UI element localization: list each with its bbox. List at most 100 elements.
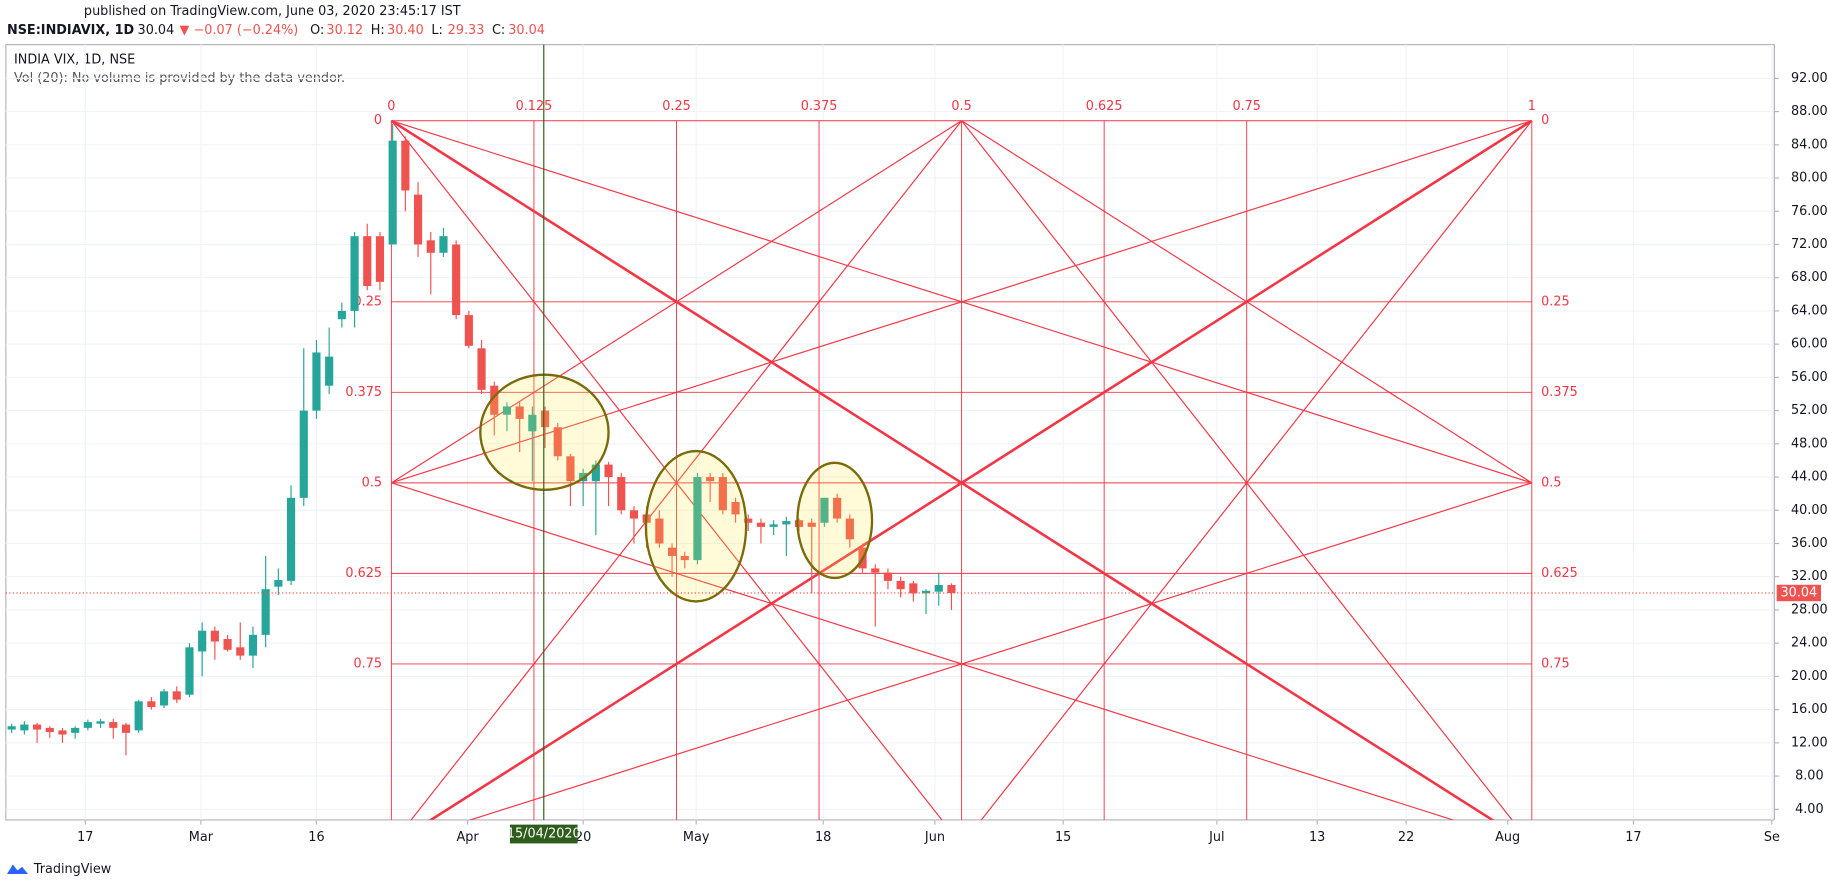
gann-x-label: 0.5 bbox=[951, 99, 971, 114]
gann-line bbox=[961, 120, 1533, 484]
candle-body bbox=[934, 585, 943, 592]
candle-body bbox=[883, 572, 893, 581]
x-tick-label: Jul bbox=[1208, 830, 1224, 845]
ohlc-value: 30.40 bbox=[387, 23, 424, 38]
candle-body bbox=[439, 236, 448, 253]
candle-body bbox=[845, 518, 854, 540]
candle-body bbox=[236, 647, 245, 656]
candle-body bbox=[464, 315, 473, 346]
candle-body bbox=[83, 722, 92, 728]
candle-body bbox=[693, 477, 702, 561]
candle-body bbox=[71, 727, 80, 733]
candle-body bbox=[896, 580, 905, 590]
x-tick-label: Se bbox=[1764, 830, 1780, 845]
gann-y-label: 0.75 bbox=[354, 656, 383, 671]
highlight-ellipse bbox=[479, 373, 610, 492]
candle-body bbox=[401, 140, 410, 191]
candle-body bbox=[515, 406, 524, 419]
candle-body bbox=[121, 724, 131, 733]
gann-x-label: 0 bbox=[387, 99, 395, 114]
candle-body bbox=[45, 727, 54, 733]
candle-body bbox=[185, 647, 194, 695]
y-tick-label: 28.00 bbox=[1791, 602, 1828, 617]
candle-body bbox=[172, 691, 181, 700]
y-tick-label: 32.00 bbox=[1791, 569, 1828, 584]
candle-body bbox=[820, 497, 829, 523]
x-tick-label: Aug bbox=[1495, 830, 1520, 845]
ohlc-value: 29.33 bbox=[448, 23, 485, 38]
candle-body bbox=[566, 456, 575, 482]
candle-body bbox=[159, 691, 169, 706]
gann-y-label: 0.5 bbox=[1541, 475, 1561, 490]
candle-body bbox=[655, 518, 664, 544]
candle-body bbox=[490, 385, 499, 415]
candle-body bbox=[223, 639, 232, 650]
gann-x-label: 0.75 bbox=[1232, 99, 1261, 114]
gann-x-label: 0.25 bbox=[662, 99, 691, 114]
x-tick-label: 22 bbox=[1398, 830, 1414, 845]
candle-body bbox=[540, 410, 550, 428]
symbol-header: NSE:INDIAVIX, 1D 30.04 ▼ −0.07 (−0.24%) O: 30… bbox=[7, 23, 545, 38]
candle-body bbox=[426, 240, 435, 253]
candle-body bbox=[502, 406, 512, 415]
ohlc-label: L: bbox=[431, 23, 442, 38]
candle-body bbox=[718, 477, 727, 511]
candle-body bbox=[794, 520, 804, 527]
candle-body bbox=[337, 310, 346, 320]
x-tick-label: Mar bbox=[189, 830, 214, 845]
candle-body bbox=[604, 464, 613, 478]
gann-x-label: 1 bbox=[1528, 99, 1536, 114]
candle-body bbox=[731, 501, 740, 515]
y-tick-label: 36.00 bbox=[1791, 536, 1828, 551]
x-tick-label: May bbox=[683, 830, 710, 845]
y-tick-label: 8.00 bbox=[1795, 769, 1824, 784]
cursor-label-bg bbox=[509, 824, 578, 844]
y-tick-label: 20.00 bbox=[1791, 669, 1828, 684]
y-tick-label: 52.00 bbox=[1791, 403, 1828, 418]
candle-body bbox=[388, 140, 397, 245]
candle-body bbox=[553, 427, 562, 457]
candle-body bbox=[261, 589, 270, 635]
gann-x-label: 0.625 bbox=[1086, 99, 1123, 114]
y-tick-label: 72.00 bbox=[1791, 237, 1828, 252]
gann-square: 0 0.125 0.25 0.375 0.5 0.625 0.75 100.250.3750.… bbox=[345, 99, 1578, 820]
y-tick-label: 64.00 bbox=[1791, 303, 1828, 318]
candle-body bbox=[20, 724, 29, 731]
y-tick-label: 80.00 bbox=[1791, 171, 1828, 186]
gann-line bbox=[391, 482, 1455, 820]
candle-body bbox=[248, 634, 258, 656]
candle-body bbox=[134, 701, 143, 731]
candle-body bbox=[629, 510, 639, 519]
y-tick-label: 76.00 bbox=[1791, 204, 1828, 219]
ohlc-label: H: bbox=[371, 23, 385, 38]
candle-body bbox=[477, 348, 486, 390]
x-tick-label: Jun bbox=[924, 830, 945, 845]
candle-body bbox=[350, 236, 359, 311]
gann-y-label: 0 bbox=[1541, 113, 1549, 128]
ohlc-value: 30.12 bbox=[326, 23, 363, 38]
candle-body bbox=[591, 464, 600, 482]
candle-body bbox=[947, 585, 956, 593]
gann-y-label: 0.25 bbox=[354, 294, 383, 309]
gann-y-label: 0.5 bbox=[362, 475, 382, 490]
ohlc-value: 30.04 bbox=[508, 23, 545, 38]
gann-x-label: 0.375 bbox=[801, 99, 838, 114]
legend-title: INDIA VIX, 1D, NSE bbox=[14, 52, 135, 67]
y-tick-label: 56.00 bbox=[1791, 370, 1828, 385]
candle-body bbox=[782, 521, 791, 525]
x-tick-label: 13 bbox=[1309, 830, 1325, 845]
gann-y-label: 0.375 bbox=[345, 385, 382, 400]
x-tick-label: 15 bbox=[1055, 830, 1071, 845]
change: −0.07 (−0.24%) bbox=[194, 23, 299, 38]
x-tick-label: 18 bbox=[815, 830, 831, 845]
candle-body bbox=[325, 356, 334, 386]
ohlc-label: C: bbox=[492, 23, 505, 38]
candle-body bbox=[375, 236, 385, 282]
candle-body bbox=[528, 414, 537, 432]
candle-body bbox=[32, 724, 42, 730]
annotations bbox=[479, 373, 874, 603]
symbol: NSE:INDIAVIX, 1D bbox=[7, 23, 134, 38]
candle-body bbox=[109, 722, 118, 728]
gann-y-label: 0.625 bbox=[1541, 566, 1578, 581]
